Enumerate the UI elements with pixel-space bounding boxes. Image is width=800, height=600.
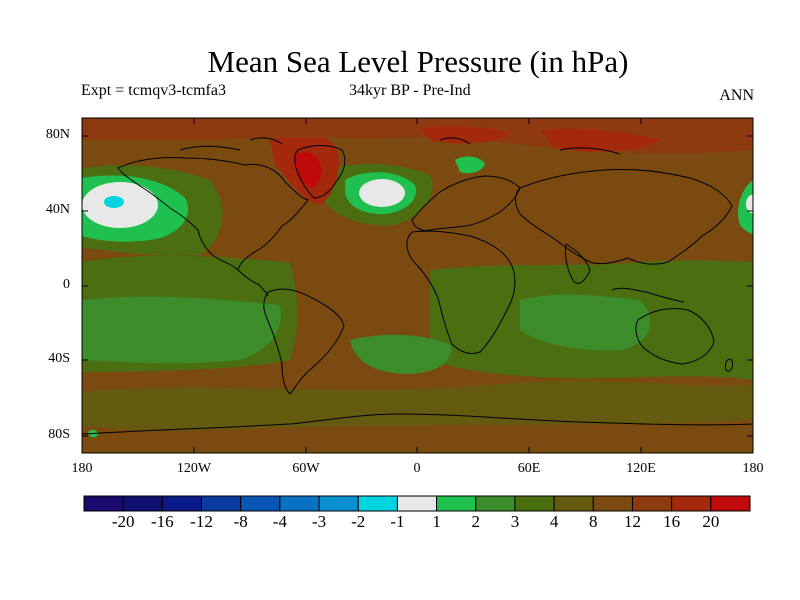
colorbar-swatch [318, 495, 359, 512]
colorbar-swatch [631, 495, 673, 512]
colorbar-label: 1 [432, 512, 441, 531]
colorbar-label: -2 [351, 512, 366, 531]
colorbar-swatch [514, 495, 555, 512]
axis-ticks [81, 118, 754, 453]
coast-north-america [117, 157, 309, 271]
colorbar-swatch [396, 495, 438, 512]
colorbar-label: -8 [233, 512, 248, 531]
coast-india [565, 243, 591, 284]
coast-asia [515, 168, 733, 265]
coast-central-america [237, 269, 269, 297]
coast-europe [411, 175, 521, 231]
colorbar-swatch [436, 495, 477, 512]
colorbar-swatch [161, 495, 203, 512]
colorbar-swatch [671, 495, 712, 512]
lat-label: 40N [45, 202, 70, 217]
coastlines [82, 137, 753, 435]
lat-label: 0 [63, 277, 70, 292]
lat-label: 80N [45, 127, 70, 142]
east-edge-high-core [746, 195, 753, 213]
colorbar-label: 20 [702, 512, 720, 531]
colorbar-label: -12 [190, 512, 213, 531]
lon-label: 180 [742, 461, 764, 476]
colorbar-swatch [240, 495, 281, 512]
lon-label: 120W [176, 461, 212, 476]
experiment-label: Expt = tcmqv3-tcmfa3 [81, 82, 226, 99]
colorbar-label: -3 [311, 512, 327, 531]
colorbar-label: 12 [623, 512, 641, 531]
south-atlantic-region [350, 334, 451, 374]
colorbar-swatch [553, 495, 594, 512]
map-title: Mean Sea Level Pressure (in hPa) [207, 44, 629, 79]
colorbar-label: -1 [390, 512, 405, 531]
colorbar [83, 495, 751, 512]
colorbar-swatch [475, 495, 516, 512]
period-label: 34kyr BP - Pre-Ind [349, 82, 471, 99]
colorbar-label: 3 [510, 512, 520, 531]
colorbar-swatch [710, 495, 751, 512]
coast-indonesia [611, 287, 685, 303]
lat-label: 80S [48, 427, 70, 442]
coast-antarctica [82, 413, 753, 435]
colorbar-swatch [201, 495, 242, 512]
colorbar-label: -4 [272, 512, 287, 531]
colorbar-label: 8 [589, 512, 598, 531]
colorbar-swatch [279, 495, 320, 512]
colorbar-swatch [122, 495, 163, 512]
lon-label: 60W [292, 461, 320, 476]
colorbar-label: 2 [471, 512, 481, 531]
coast-arctic-islands [179, 137, 621, 155]
coast-africa [406, 230, 516, 355]
lon-label: 60E [517, 461, 541, 476]
colorbar-label: -20 [111, 512, 135, 531]
tropical-south-pacific [82, 296, 281, 364]
pressure-field [82, 118, 753, 453]
aleutian-high-center [104, 196, 124, 208]
colorbar-label: 4 [549, 512, 559, 531]
colorbar-label: -16 [151, 512, 174, 531]
coast-new-zealand [725, 358, 733, 372]
coast-australia [635, 307, 715, 365]
greenland-core [294, 152, 322, 188]
colorbar-swatch [357, 495, 398, 512]
season-label: ANN [719, 87, 754, 104]
lon-label: 120E [626, 461, 656, 476]
colorbar-swatch [83, 495, 124, 512]
siberia-high [540, 128, 660, 152]
lat-label: 40S [48, 351, 70, 366]
east-edge-high [738, 180, 753, 234]
colorbar-label: 16 [663, 512, 681, 531]
scandinavia-patch [455, 156, 485, 174]
southern-ocean-band [82, 380, 753, 431]
icelandic-high-core [359, 179, 405, 207]
coast-south-america [263, 288, 345, 395]
lon-label: 180 [71, 461, 93, 476]
colorbar-swatch [592, 495, 633, 512]
lon-label: 0 [413, 461, 421, 476]
coast-greenland [294, 145, 346, 199]
indian-ocean-core [520, 294, 651, 351]
